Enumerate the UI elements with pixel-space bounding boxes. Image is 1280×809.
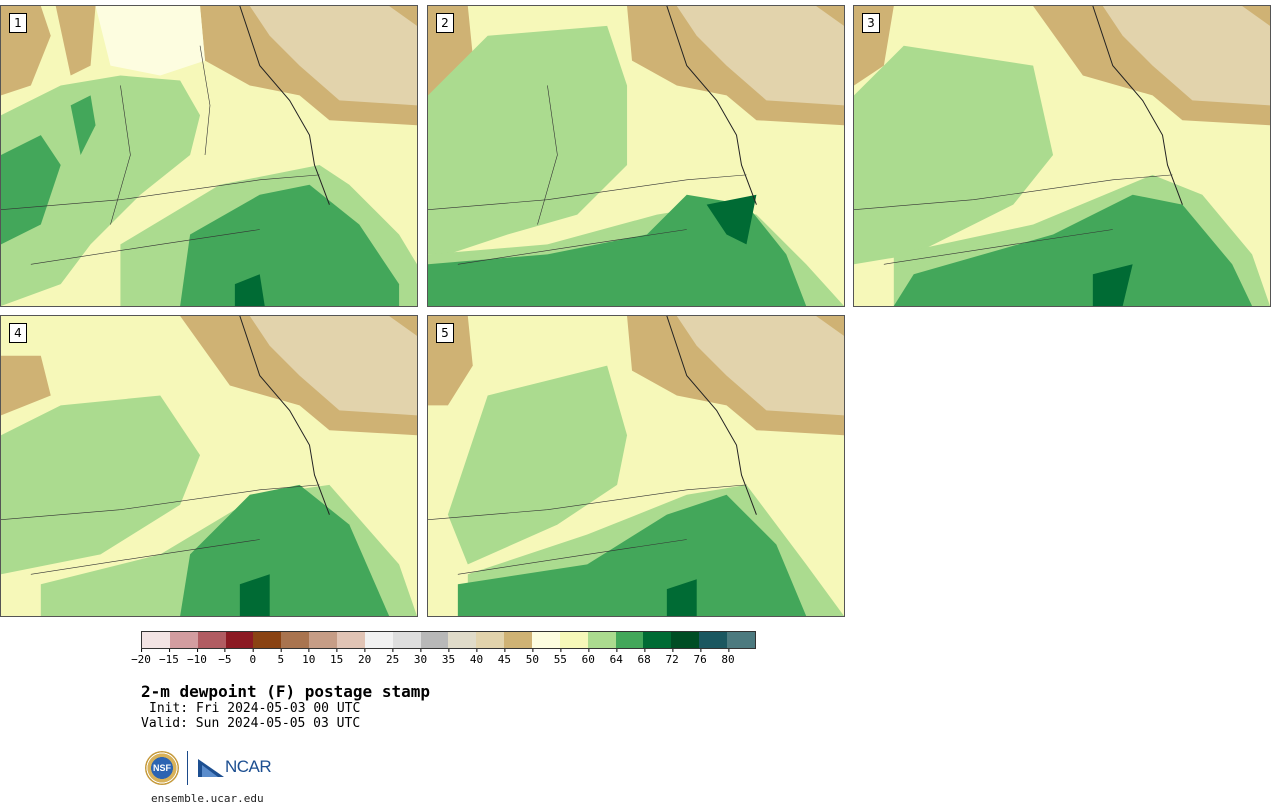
logos: NSF NCAR <box>145 749 275 789</box>
member-number-label: 4 <box>9 323 27 343</box>
colorbar <box>141 631 756 649</box>
colorbar-segment <box>253 632 282 648</box>
ncar-mark-icon <box>198 759 224 777</box>
colorbar-segment <box>364 632 393 648</box>
logo-divider <box>187 751 188 785</box>
colorbar-segment <box>671 632 700 648</box>
colorbar-tick-label: 5 <box>277 649 284 666</box>
colorbar-tick-label: 20 <box>358 649 371 666</box>
color-legend: −20 −15 −10 −5 0 5 10 15 20 25 30 35 40 45 50 55 60 64 68 7… <box>131 631 756 666</box>
colorbar-tick-label: 50 <box>526 649 539 666</box>
colorbar-tick-label: 60 <box>582 649 595 666</box>
colorbar-segment <box>225 632 254 648</box>
colorbar-ticks: −20 −15 −10 −5 0 5 10 15 20 25 30 35 40 45 50 55 60 64 68 7… <box>131 649 756 669</box>
ncar-logo: NCAR <box>198 757 278 779</box>
ensemble-member-map-4: 4 <box>0 315 418 617</box>
ensemble-member-map-5: 5 <box>427 315 845 617</box>
init-time: Init: Fri 2024-05-03 00 UTC <box>149 701 361 716</box>
colorbar-segment <box>448 632 477 648</box>
colorbar-segment <box>699 632 728 648</box>
colorbar-tick-label: −15 <box>159 649 179 666</box>
colorbar-tick-label: 15 <box>330 649 343 666</box>
ensemble-member-map-2: 2 <box>427 5 845 307</box>
colorbar-segment <box>727 632 755 648</box>
colorbar-tick-label: −5 <box>218 649 231 666</box>
dewpoint-field <box>1 6 417 306</box>
colorbar-segment <box>281 632 310 648</box>
colorbar-tick-label: 68 <box>638 649 651 666</box>
colorbar-segment <box>643 632 672 648</box>
colorbar-tick-label: 72 <box>666 649 679 666</box>
dewpoint-field <box>428 6 844 306</box>
plot-title: 2-m dewpoint (F) postage stamp <box>141 682 430 701</box>
colorbar-tick-label: 80 <box>721 649 735 666</box>
colorbar-segment <box>337 632 365 648</box>
colorbar-tick-label: 40 <box>470 649 483 666</box>
member-number-label: 2 <box>436 13 454 33</box>
member-number-label: 1 <box>9 13 27 33</box>
colorbar-tick-label: 25 <box>386 649 399 666</box>
ncar-logo-text: NCAR <box>225 757 272 776</box>
member-number-label: 5 <box>436 323 454 343</box>
colorbar-segment <box>587 632 616 648</box>
colorbar-segment <box>615 632 644 648</box>
colorbar-segment <box>504 632 533 648</box>
colorbar-tick-label: −10 <box>187 649 207 666</box>
colorbar-segment <box>532 632 560 648</box>
dewpoint-field <box>854 6 1270 306</box>
colorbar-tick-label: −20 <box>131 649 151 666</box>
colorbar-segment <box>392 632 421 648</box>
ensemble-member-map-1: 1 <box>0 5 418 307</box>
dewpoint-field <box>1 316 417 616</box>
nsf-logo: NSF <box>145 751 179 785</box>
colorbar-segment <box>476 632 505 648</box>
dewpoint-field <box>428 316 844 616</box>
valid-time: Valid: Sun 2024-05-05 03 UTC <box>141 716 361 731</box>
colorbar-tick-label: 76 <box>693 649 707 666</box>
colorbar-segment <box>197 632 226 648</box>
colorbar-tick-label: 30 <box>414 649 427 666</box>
colorbar-tick-label: 35 <box>442 649 455 666</box>
colorbar-segment <box>309 632 338 648</box>
colorbar-segment <box>142 632 170 648</box>
footer-url: ensemble.ucar.edu <box>151 792 264 805</box>
colorbar-segment <box>420 632 449 648</box>
colorbar-segment <box>169 632 198 648</box>
member-number-label: 3 <box>862 13 880 33</box>
colorbar-segment <box>559 632 588 648</box>
colorbar-tick-label: 64 <box>610 649 623 666</box>
ensemble-member-map-3: 3 <box>853 5 1271 307</box>
nsf-logo-text: NSF <box>153 763 171 773</box>
colorbar-tick-label: 45 <box>498 649 511 666</box>
colorbar-tick-label: 10 <box>302 649 315 666</box>
colorbar-tick-label: 55 <box>554 649 567 666</box>
colorbar-tick-label: 0 <box>250 649 256 666</box>
